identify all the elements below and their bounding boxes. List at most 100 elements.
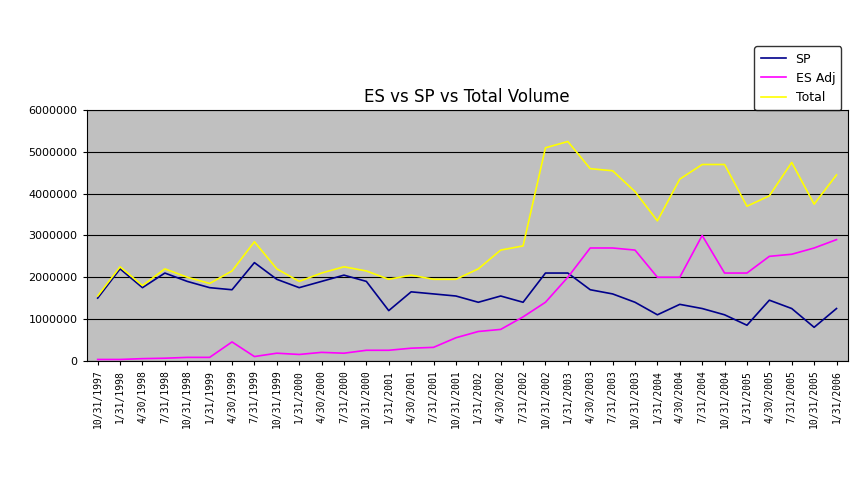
- ES Adj: [742, 270, 753, 276]
- ES Adj: [451, 335, 461, 341]
- SP: [272, 277, 282, 283]
- SP: [115, 266, 125, 272]
- ES Adj: [607, 245, 618, 251]
- Total: [652, 218, 663, 224]
- ES Adj: [383, 347, 394, 353]
- ES Adj: [541, 299, 551, 305]
- SP: [585, 287, 595, 293]
- Total: [473, 266, 484, 272]
- ES Adj: [809, 245, 819, 251]
- Total: [496, 247, 506, 253]
- Total: [451, 277, 461, 283]
- SP: [473, 299, 484, 305]
- SP: [518, 299, 529, 305]
- ES Adj: [204, 354, 215, 360]
- ES Adj: [272, 350, 282, 356]
- Total: [720, 161, 730, 167]
- Title: ES vs SP vs Total Volume: ES vs SP vs Total Volume: [364, 88, 570, 106]
- SP: [541, 270, 551, 276]
- ES Adj: [115, 357, 125, 363]
- ES Adj: [585, 245, 595, 251]
- Total: [764, 193, 774, 199]
- SP: [317, 279, 327, 285]
- ES Adj: [362, 347, 372, 353]
- SP: [496, 293, 506, 299]
- ES Adj: [697, 232, 708, 238]
- SP: [383, 308, 394, 314]
- SP: [339, 272, 349, 278]
- SP: [675, 301, 685, 307]
- Total: [383, 277, 394, 283]
- Total: [675, 176, 685, 182]
- Total: [160, 266, 170, 272]
- Total: [362, 268, 372, 274]
- SP: [249, 260, 260, 266]
- Total: [786, 159, 797, 165]
- SP: [138, 285, 148, 291]
- Total: [562, 138, 573, 144]
- ES Adj: [339, 350, 349, 356]
- SP: [607, 291, 618, 297]
- SP: [204, 285, 215, 291]
- Total: [93, 293, 103, 299]
- SP: [652, 312, 663, 318]
- SP: [406, 289, 416, 295]
- Total: [406, 272, 416, 278]
- Total: [697, 161, 708, 167]
- SP: [93, 295, 103, 301]
- Total: [831, 172, 842, 178]
- ES Adj: [630, 247, 640, 253]
- Total: [249, 238, 260, 244]
- Total: [204, 281, 215, 287]
- Total: [541, 145, 551, 151]
- SP: [294, 285, 304, 291]
- ES Adj: [138, 356, 148, 362]
- SP: [362, 279, 372, 285]
- Total: [317, 270, 327, 276]
- ES Adj: [406, 345, 416, 351]
- Total: [339, 264, 349, 270]
- ES Adj: [518, 314, 529, 320]
- ES Adj: [428, 344, 439, 350]
- ES Adj: [294, 352, 304, 358]
- Total: [294, 279, 304, 285]
- SP: [227, 287, 237, 293]
- SP: [160, 270, 170, 276]
- ES Adj: [652, 274, 663, 280]
- Line: ES Adj: ES Adj: [98, 235, 836, 360]
- ES Adj: [93, 357, 103, 363]
- Line: SP: SP: [98, 263, 836, 327]
- ES Adj: [249, 354, 260, 360]
- ES Adj: [317, 349, 327, 355]
- ES Adj: [496, 327, 506, 333]
- SP: [831, 306, 842, 312]
- Total: [138, 283, 148, 289]
- SP: [562, 270, 573, 276]
- Total: [630, 188, 640, 194]
- Total: [428, 277, 439, 283]
- SP: [451, 293, 461, 299]
- SP: [182, 279, 192, 285]
- ES Adj: [675, 274, 685, 280]
- ES Adj: [227, 339, 237, 345]
- Line: Total: Total: [98, 141, 836, 296]
- SP: [809, 324, 819, 330]
- ES Adj: [786, 252, 797, 258]
- Total: [115, 264, 125, 270]
- ES Adj: [764, 254, 774, 260]
- SP: [742, 322, 753, 328]
- Total: [607, 168, 618, 174]
- Total: [272, 266, 282, 272]
- SP: [786, 306, 797, 312]
- Total: [182, 274, 192, 280]
- SP: [720, 312, 730, 318]
- Total: [518, 243, 529, 249]
- Total: [227, 268, 237, 274]
- Total: [742, 203, 753, 209]
- Total: [809, 201, 819, 207]
- SP: [428, 291, 439, 297]
- ES Adj: [473, 329, 484, 335]
- ES Adj: [160, 355, 170, 361]
- ES Adj: [831, 236, 842, 242]
- Legend: SP, ES Adj, Total: SP, ES Adj, Total: [754, 46, 842, 110]
